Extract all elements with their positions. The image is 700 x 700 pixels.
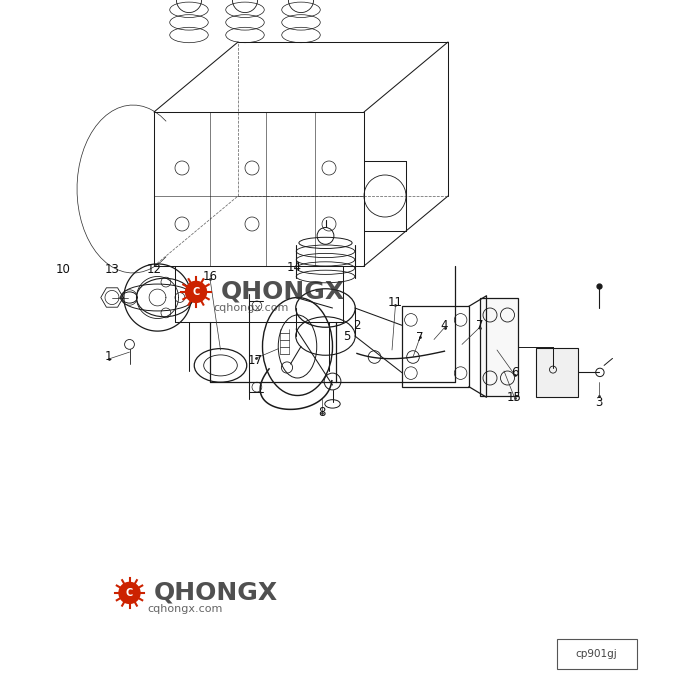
Text: 11: 11 <box>388 296 403 309</box>
Text: 7: 7 <box>476 319 483 332</box>
Text: cqhongx.com: cqhongx.com <box>214 303 289 313</box>
Bar <box>402 307 469 386</box>
Text: 13: 13 <box>104 263 120 276</box>
Text: 3: 3 <box>595 396 602 409</box>
Text: 12: 12 <box>146 263 162 276</box>
Text: 8: 8 <box>318 407 326 419</box>
Text: cqhongx.com: cqhongx.com <box>147 604 223 614</box>
Text: C: C <box>126 588 133 598</box>
Text: 15: 15 <box>507 391 522 404</box>
Text: 16: 16 <box>202 270 218 283</box>
Text: cp901gj: cp901gj <box>576 649 617 659</box>
Bar <box>536 348 578 397</box>
Text: 2: 2 <box>354 319 360 332</box>
Text: C: C <box>193 287 200 297</box>
Circle shape <box>185 281 207 303</box>
Text: 7: 7 <box>416 331 424 344</box>
Text: QHONGX: QHONGX <box>220 280 344 304</box>
Text: 4: 4 <box>441 319 448 332</box>
Bar <box>480 298 518 396</box>
Circle shape <box>118 582 141 604</box>
Bar <box>556 639 637 668</box>
Text: 5: 5 <box>343 330 350 342</box>
Text: 10: 10 <box>55 263 71 276</box>
Text: 17: 17 <box>248 354 263 367</box>
Text: 6: 6 <box>511 366 518 379</box>
Text: QHONGX: QHONGX <box>154 581 278 605</box>
Text: 1: 1 <box>105 351 112 363</box>
Text: 14: 14 <box>286 261 302 274</box>
